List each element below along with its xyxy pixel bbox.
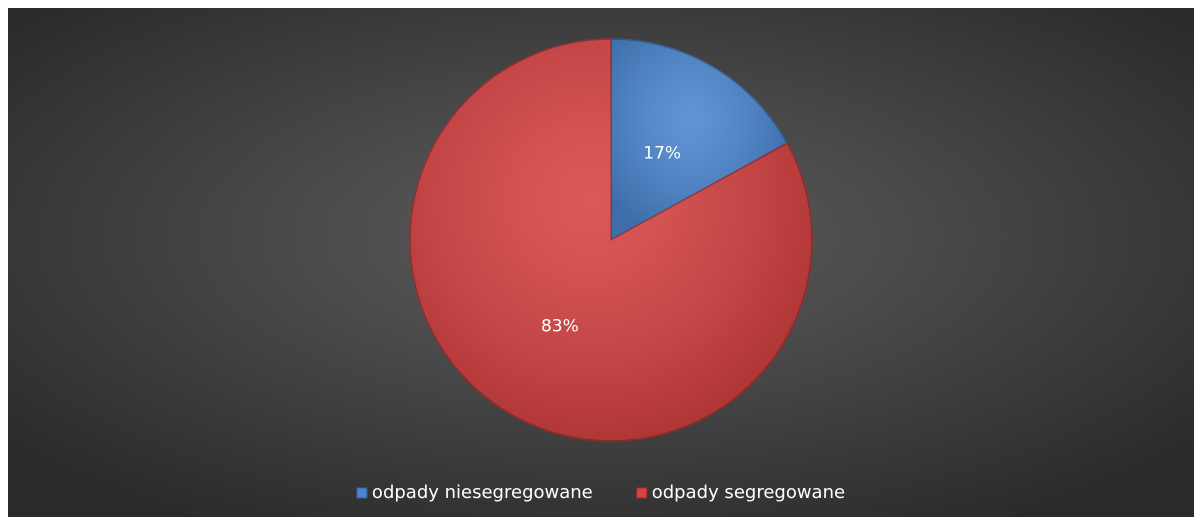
legend-marker <box>636 487 648 499</box>
data-label: 17% <box>643 143 681 163</box>
data-label: 83% <box>541 317 579 337</box>
legend-label: odpady niesegregowane <box>372 482 593 503</box>
legend-item: odpady niesegregowane <box>356 482 593 503</box>
slice-shade <box>410 39 813 442</box>
plot-area: 17% 83% <box>409 38 813 442</box>
legend: odpady niesegregowane odpady segregowane <box>356 482 845 503</box>
legend-marker <box>356 487 368 499</box>
legend-label: odpady segregowane <box>652 482 845 503</box>
legend-item: odpady segregowane <box>636 482 845 503</box>
slice-shade <box>611 39 788 240</box>
